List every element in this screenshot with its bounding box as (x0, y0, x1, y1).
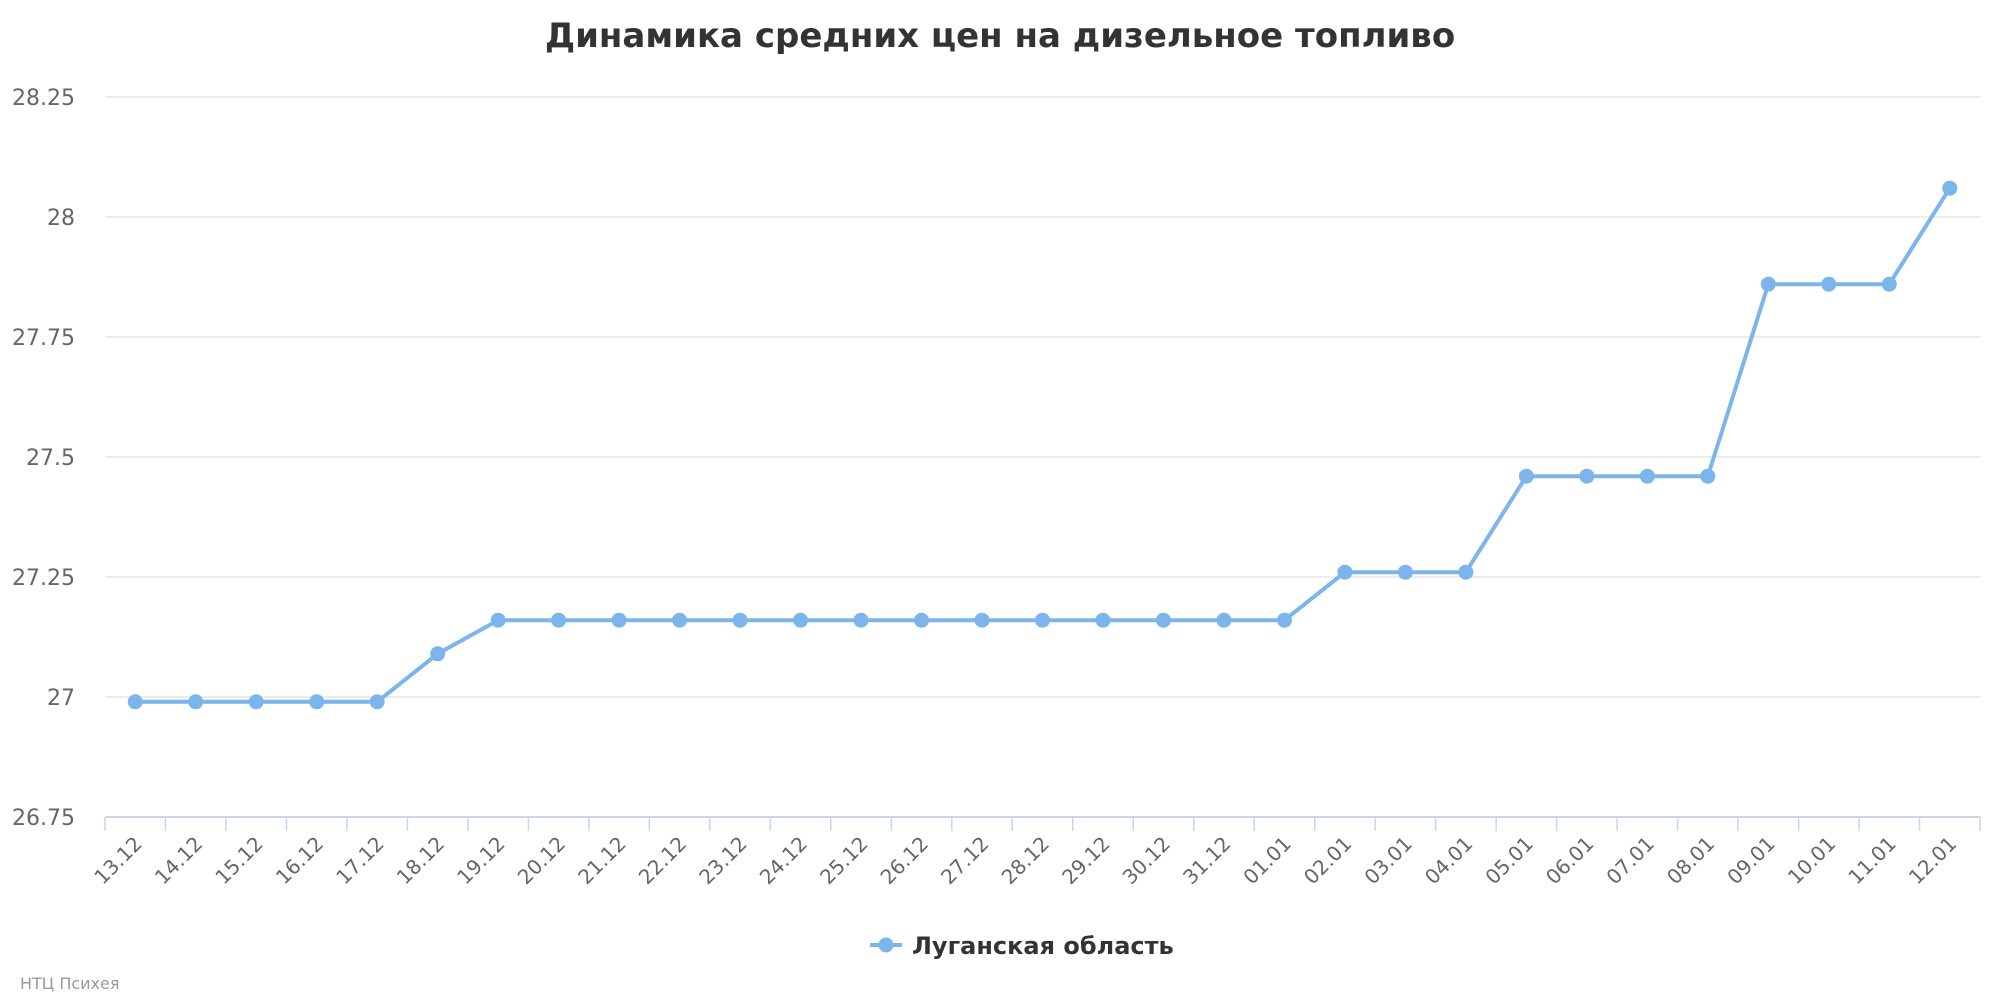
x-axis: 13.12 14.12 15.12 16.12 17.12 18.12 19.12 20.12… (89, 816, 1981, 889)
chart-title: Динамика средних цен на дизельное топлив… (545, 16, 1455, 56)
data-point[interactable] (1760, 276, 1776, 292)
data-point[interactable] (1397, 564, 1413, 580)
data-point[interactable] (430, 646, 446, 662)
x-tick-label: 19.12 (452, 832, 509, 889)
x-tick-label: 25.12 (815, 832, 872, 889)
data-point[interactable] (793, 612, 809, 628)
legend-label[interactable]: Луганская область (912, 932, 1174, 960)
y-tick-label: 27.5 (26, 446, 75, 471)
x-tick-label: 18.12 (392, 832, 449, 889)
x-tick-label: 02.01 (1299, 832, 1356, 889)
data-point[interactable] (369, 694, 385, 710)
x-tick-label: 09.01 (1722, 832, 1779, 889)
data-point[interactable] (1579, 468, 1595, 484)
data-point[interactable] (853, 612, 869, 628)
x-tick-label: 12.01 (1904, 832, 1961, 889)
data-point[interactable] (551, 612, 567, 628)
data-point[interactable] (611, 612, 627, 628)
x-tick-label: 29.12 (1057, 832, 1114, 889)
y-tick-label: 27 (47, 686, 75, 711)
data-point[interactable] (1518, 468, 1534, 484)
data-point[interactable] (1035, 612, 1050, 628)
y-tick-label: 27.75 (12, 326, 75, 351)
x-tick-label: 03.01 (1359, 832, 1416, 889)
grid-lines (105, 96, 1980, 698)
x-tick-label: 28.12 (997, 832, 1054, 889)
data-point[interactable] (490, 612, 506, 628)
x-tick-label: 04.01 (1420, 832, 1477, 889)
data-point[interactable] (1639, 468, 1655, 484)
data-point[interactable] (248, 694, 264, 710)
y-axis: 26.75 27 27.25 27.5 27.75 28 28.25 (12, 86, 75, 831)
x-tick-label: 08.01 (1662, 832, 1719, 889)
data-point[interactable] (127, 694, 143, 710)
data-point[interactable] (188, 694, 204, 710)
data-point[interactable] (1458, 564, 1474, 580)
x-tick-label: 31.12 (1178, 832, 1235, 889)
data-point[interactable] (974, 612, 990, 628)
data-point[interactable] (1216, 612, 1232, 628)
x-tick-label: 05.01 (1480, 832, 1537, 889)
y-tick-label: 28 (47, 206, 75, 231)
x-tick-label: 26.12 (876, 832, 933, 889)
data-point[interactable] (672, 612, 688, 628)
credit-label[interactable]: НТЦ Психея (20, 974, 119, 993)
legend-marker (878, 937, 894, 953)
data-point[interactable] (1095, 612, 1111, 628)
data-point[interactable] (1276, 612, 1292, 628)
data-point[interactable] (309, 694, 325, 710)
x-tick-label: 07.01 (1601, 832, 1658, 889)
data-point[interactable] (732, 612, 748, 628)
data-point[interactable] (1337, 564, 1353, 580)
x-tick-label: 27.12 (936, 832, 993, 889)
x-tick-label: 20.12 (513, 832, 570, 889)
x-tick-label: 30.12 (1118, 832, 1175, 889)
legend[interactable]: Луганская область (870, 932, 1174, 960)
x-tick-label: 14.12 (150, 832, 207, 889)
data-point[interactable] (914, 612, 930, 628)
y-tick-label: 26.75 (12, 806, 75, 831)
x-tick-label: 22.12 (634, 832, 691, 889)
data-point[interactable] (1700, 468, 1716, 484)
data-point[interactable] (1881, 276, 1897, 292)
x-tick-label: 17.12 (331, 832, 388, 889)
x-tick-label: 23.12 (694, 832, 751, 889)
x-tick-label: 15.12 (210, 832, 267, 889)
x-tick-label: 21.12 (573, 832, 630, 889)
y-tick-label: 28.25 (12, 86, 75, 111)
series-layer (127, 180, 1958, 710)
x-tick-label: 13.12 (89, 832, 146, 889)
x-tick-label: 01.01 (1239, 832, 1296, 889)
x-tick-label: 10.01 (1783, 832, 1840, 889)
data-point[interactable] (1155, 612, 1171, 628)
data-point[interactable] (1821, 276, 1837, 292)
x-tick-label: 06.01 (1541, 832, 1598, 889)
y-tick-label: 27.25 (12, 566, 75, 591)
x-tick-label: 24.12 (755, 832, 812, 889)
x-tick-label: 16.12 (271, 832, 328, 889)
x-tick-label: 11.01 (1843, 832, 1900, 889)
data-point[interactable] (1942, 180, 1958, 196)
